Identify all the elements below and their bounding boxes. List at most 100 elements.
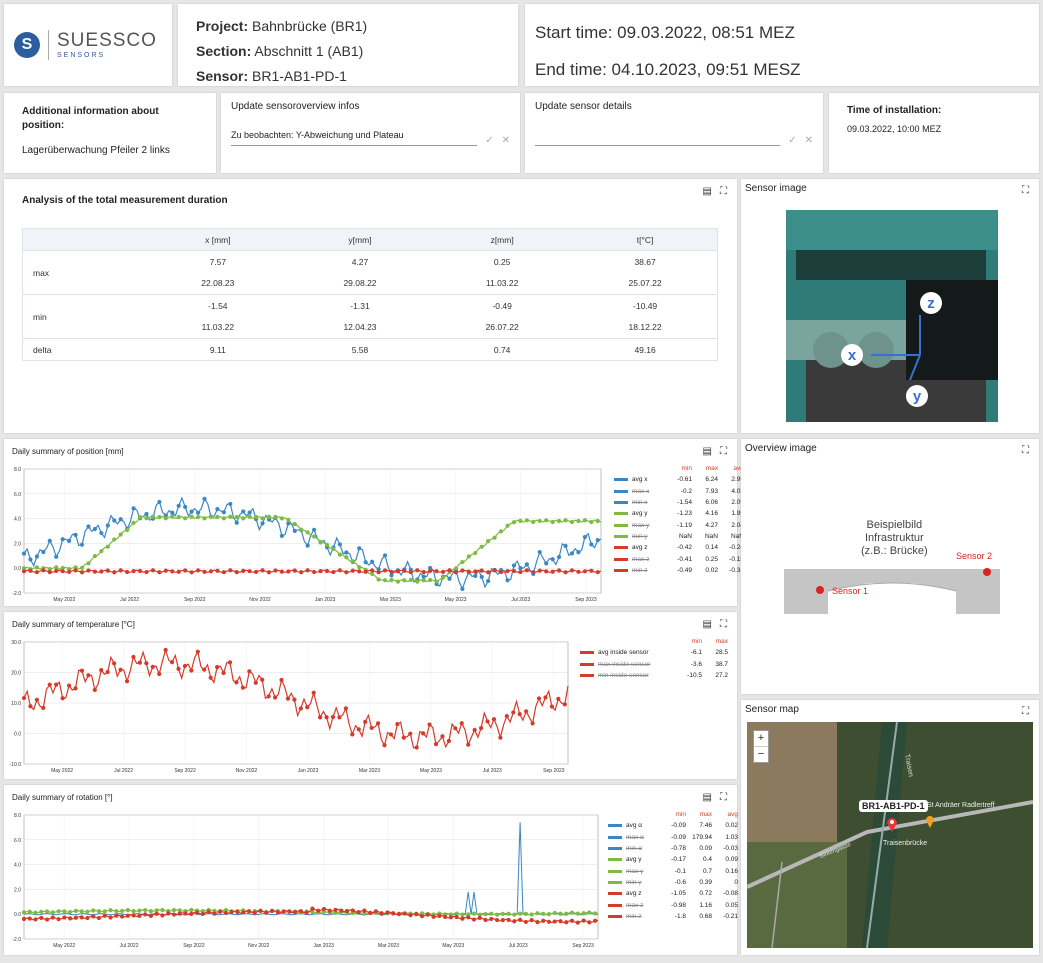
close-icon[interactable]: ✕ bbox=[501, 135, 510, 146]
update-details-input[interactable] bbox=[535, 130, 781, 146]
legend-item[interactable]: min α -0.78 0.09 -0.03 bbox=[608, 843, 738, 854]
data-point bbox=[21, 566, 27, 571]
legend-item[interactable]: min y NaN NaN NaN bbox=[614, 531, 744, 542]
data-point bbox=[154, 911, 159, 916]
legend-item[interactable]: max α -0.09 179.94 1.03 bbox=[608, 832, 738, 843]
legend-value: -1.19 bbox=[677, 521, 692, 529]
fullscreen-icon[interactable]: ⛶ bbox=[720, 619, 727, 630]
data-point bbox=[183, 516, 188, 521]
data-point bbox=[182, 663, 188, 669]
legend-item[interactable]: max y -1.19 4.27 2.04 bbox=[614, 519, 744, 530]
legend-value: -0.6 bbox=[674, 878, 686, 886]
legend-item[interactable]: min z -1.8 0.68 -0.21 bbox=[608, 911, 738, 922]
data-point bbox=[137, 568, 143, 574]
data-point bbox=[466, 742, 471, 747]
legend-item[interactable]: avg z -0.42 0.14 -0.24 bbox=[614, 542, 744, 553]
data-point bbox=[223, 910, 229, 916]
fullscreen-icon[interactable]: ⛶ bbox=[1022, 185, 1029, 196]
data-point bbox=[208, 514, 214, 519]
data-point bbox=[535, 920, 540, 925]
fullscreen-icon[interactable]: ⛶ bbox=[720, 186, 727, 197]
legend-label: max α bbox=[626, 833, 644, 841]
legend-swatch bbox=[608, 892, 622, 896]
y-tick-label: 4.0 bbox=[14, 517, 21, 523]
table-cell: 26.07.22 bbox=[485, 322, 519, 333]
sensor-image-title: Sensor image bbox=[745, 183, 807, 194]
legend-item[interactable]: avg z -1.05 0.72 -0.08 bbox=[608, 888, 738, 899]
legend-item[interactable]: avg inside sensor-6.128.513.2 bbox=[580, 647, 754, 658]
table-cell: 5.58 bbox=[288, 338, 432, 361]
rotation-chart[interactable]: 8.0 6.0 4.0 2.0 0.0 -2.0 May 2022 Jul 2022 Sep 2… bbox=[4, 801, 604, 963]
data-point bbox=[150, 664, 155, 669]
data-point bbox=[246, 909, 252, 914]
legend-item[interactable]: max z -0.41 0.25 -0.15 bbox=[614, 553, 744, 564]
update-overview-input[interactable]: Zu beobachten: Y-Abweichung und Plateau bbox=[231, 130, 478, 146]
data-point bbox=[344, 570, 349, 575]
export-icon[interactable]: ▤ bbox=[702, 792, 712, 803]
legend-item[interactable]: min z -0.49 0.02 -0.31 bbox=[614, 565, 744, 576]
data-point bbox=[234, 680, 239, 685]
analysis-table: x [mm] y[mm] z[mm] t[°C] max 7.57 4.27 0… bbox=[22, 228, 718, 361]
close-icon[interactable]: ✕ bbox=[804, 135, 813, 146]
zoom-out-button[interactable]: − bbox=[754, 746, 768, 762]
data-point bbox=[202, 667, 207, 672]
legend-item[interactable]: avg x -0.61 6.24 2.99 bbox=[614, 474, 744, 485]
overview-image-card: Overview image ⛶ Beispielbild Infrastruk… bbox=[741, 439, 1039, 694]
data-point bbox=[379, 911, 384, 916]
export-icon[interactable]: ▤ bbox=[702, 619, 712, 630]
data-point bbox=[119, 908, 125, 914]
export-icon[interactable]: ▤ bbox=[702, 186, 712, 197]
data-point bbox=[552, 910, 557, 916]
fullscreen-icon[interactable]: ⛶ bbox=[1022, 706, 1029, 717]
data-point bbox=[402, 568, 407, 573]
fullscreen-icon[interactable]: ⛶ bbox=[720, 446, 727, 457]
check-icon[interactable]: ✓ bbox=[788, 135, 797, 146]
legend-value: -0.61 bbox=[677, 476, 692, 484]
legend-item[interactable]: min inside sensor-10.527.29.7 bbox=[580, 670, 754, 681]
data-point bbox=[460, 586, 465, 592]
fullscreen-icon[interactable]: ⛶ bbox=[1022, 445, 1029, 456]
legend-item[interactable]: max z -0.98 1.16 0.05 bbox=[608, 899, 738, 910]
data-point bbox=[489, 911, 494, 916]
legend-item[interactable]: max x -0.2 7.93 4.03 bbox=[614, 486, 744, 497]
data-point bbox=[169, 660, 175, 665]
data-point bbox=[62, 915, 67, 920]
legend-item[interactable]: min x -1.54 6.06 2.09 bbox=[614, 497, 744, 508]
table-cell: 29.08.22 bbox=[343, 278, 377, 289]
project-value: Bahnbrücke (BR1) bbox=[252, 18, 368, 34]
legend-value: 7.46 bbox=[699, 822, 712, 830]
fullscreen-icon[interactable]: ⛶ bbox=[720, 792, 727, 803]
legend-label: avg y bbox=[632, 510, 648, 518]
legend-item[interactable]: avg α -0.09 7.46 0.02 bbox=[608, 820, 738, 831]
temperature-chart-card: Daily summary of temperature [°C] ▤ ⛶ 30.… bbox=[4, 612, 754, 779]
data-point bbox=[131, 654, 136, 660]
map-pin-icon[interactable] bbox=[886, 816, 898, 832]
data-point bbox=[240, 685, 245, 690]
data-point bbox=[287, 909, 292, 914]
legend-item[interactable]: avg y -1.23 4.16 1.99 bbox=[614, 508, 744, 519]
data-point bbox=[27, 916, 32, 921]
zoom-in-button[interactable]: + bbox=[757, 732, 765, 744]
data-point bbox=[154, 908, 159, 913]
data-point bbox=[587, 920, 592, 925]
temperature-chart[interactable]: 30.0 20.0 10.0 0.0 -10.0 May 2022 Jul 2022 Sep … bbox=[4, 628, 574, 788]
legend-item[interactable]: max γ -0.1 0.7 0.16 bbox=[608, 865, 738, 876]
data-point bbox=[318, 540, 323, 545]
poi-pin-icon bbox=[926, 816, 934, 828]
data-point bbox=[414, 911, 419, 916]
legend-item[interactable]: max inside sensor-3.638.718.2 bbox=[580, 659, 754, 670]
data-point bbox=[137, 913, 142, 919]
check-icon[interactable]: ✓ bbox=[485, 135, 494, 146]
legend-item[interactable]: min γ -0.6 0.39 0 bbox=[608, 877, 738, 888]
export-icon[interactable]: ▤ bbox=[702, 446, 712, 457]
legend-col-header: min bbox=[681, 465, 692, 473]
legend-item[interactable]: avg γ -0.17 0.4 0.09 bbox=[608, 854, 738, 865]
data-point bbox=[195, 568, 201, 573]
data-point bbox=[157, 671, 162, 677]
map-poi-label: St Andräer Radlertreff bbox=[927, 802, 995, 809]
legend-value: -1.8 bbox=[674, 912, 686, 920]
data-point bbox=[304, 910, 309, 915]
data-point bbox=[176, 514, 181, 520]
position-chart[interactable]: 8.0 6.0 4.0 2.0 0.0 -2.0 May 2022 Jul 2022 Sep 2… bbox=[4, 455, 604, 615]
map-view[interactable]: + − BR1-AB1-PD-1 St Andräer Radlertreff … bbox=[747, 722, 1033, 948]
